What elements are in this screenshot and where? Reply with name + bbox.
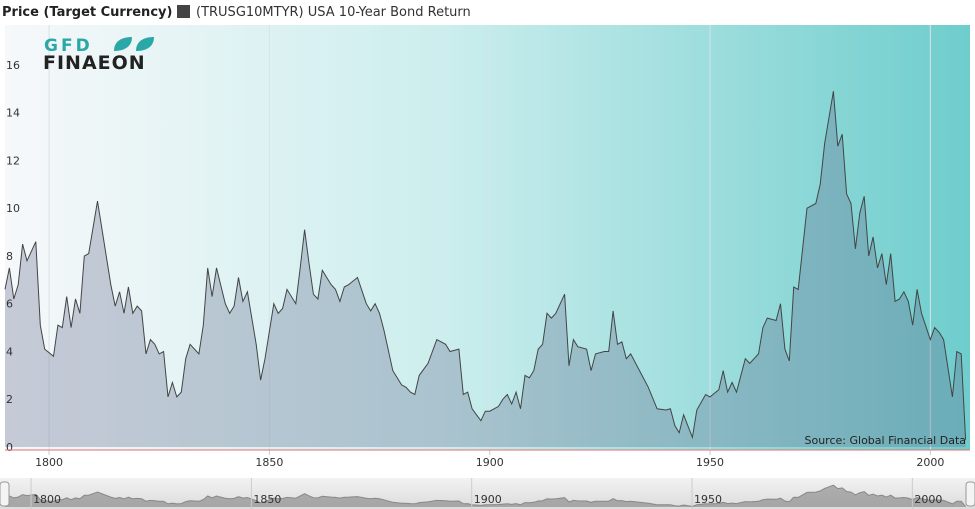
x-tick-label: 1950: [696, 456, 724, 469]
y-tick-label: 12: [6, 154, 20, 167]
series-line: [4, 91, 967, 440]
logo-leaf: [114, 37, 132, 51]
logo-leaf: [136, 37, 154, 51]
x-tick-label: 1900: [476, 456, 504, 469]
y-axis: 0 2 4 6 8 10 12 14 16: [6, 59, 20, 454]
navigator-tick-label: 1900: [474, 493, 502, 506]
navigator-tick-label: 1850: [253, 493, 281, 506]
navigator-series: [4, 484, 966, 507]
x-axis: 1800 1850 1900 1950 2000: [35, 450, 944, 469]
series-area: [5, 91, 966, 447]
x-tick-label: 2000: [916, 456, 944, 469]
navigator-handle[interactable]: [965, 481, 975, 507]
navigator-line: [4, 484, 966, 507]
chart-title: Price (Target Currency): [2, 5, 172, 20]
navigator-tick-label: 1800: [33, 493, 61, 506]
y-tick-label: 8: [6, 250, 13, 263]
grid: [48, 25, 931, 450]
series: [4, 91, 967, 447]
y-tick-label: 2: [6, 393, 13, 406]
navigator-tick-label: 1950: [694, 493, 722, 506]
logo-top: GFD: [44, 36, 93, 56]
logo: GFD FINAEON: [43, 36, 154, 74]
y-tick-label: 14: [6, 107, 20, 120]
logo-bottom: FINAEON: [43, 52, 146, 74]
y-tick-label: 10: [6, 202, 20, 215]
y-tick-label: 0: [6, 441, 13, 454]
y-tick-label: 16: [6, 59, 20, 72]
navigator-tick-label: 2000: [914, 493, 942, 506]
legend-swatch: [177, 5, 190, 18]
navigator-axis: 1800 1850 1900 1950 2000: [30, 478, 942, 509]
x-tick-label: 1800: [35, 456, 63, 469]
x-tick-label: 1850: [255, 456, 283, 469]
y-tick-label: 6: [6, 298, 13, 311]
legend-label[interactable]: (TRUSG10MTYR) USA 10-Year Bond Return: [196, 5, 471, 20]
navigator-area: [5, 485, 966, 507]
source-note: Source: Global Financial Data: [805, 434, 967, 447]
y-tick-label: 4: [6, 345, 13, 358]
navigator-handle[interactable]: [0, 481, 10, 507]
